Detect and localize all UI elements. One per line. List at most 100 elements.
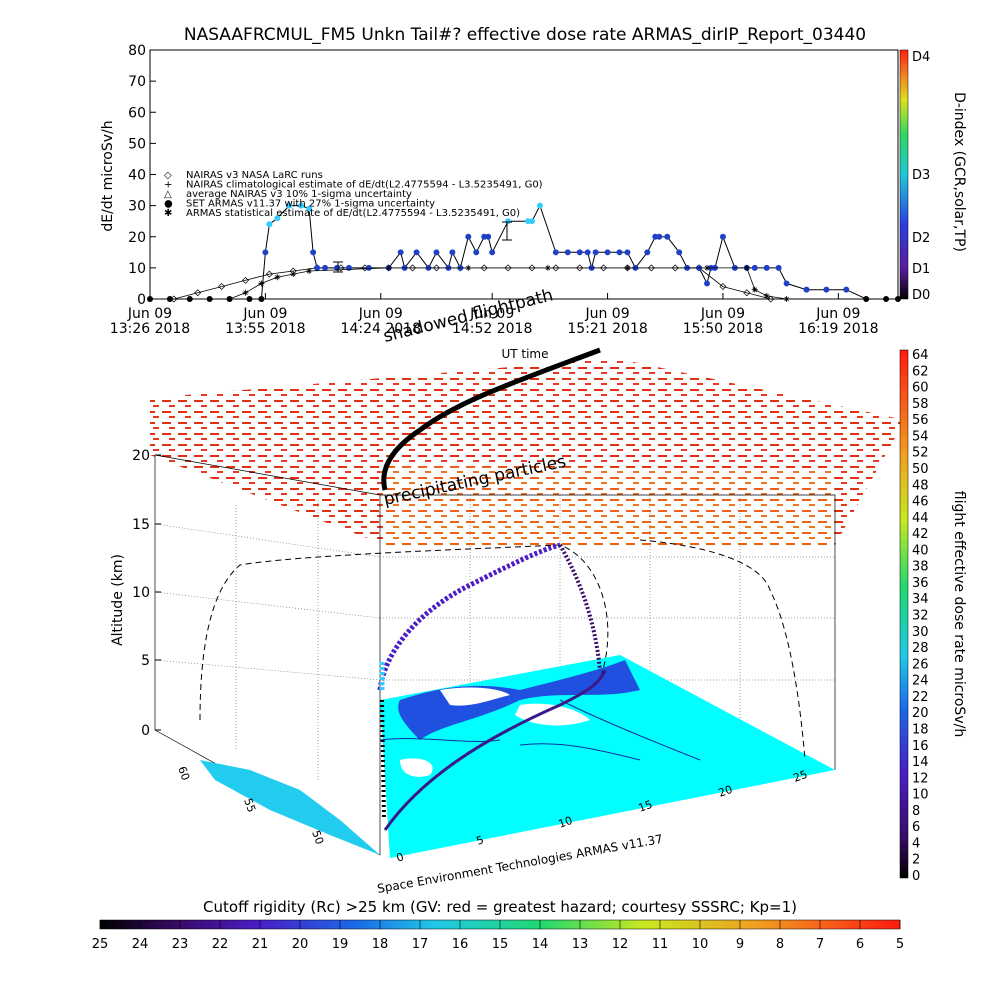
- data-point: [576, 249, 583, 256]
- dose-tick: 60: [912, 381, 929, 396]
- dose-tick: 32: [912, 609, 929, 624]
- data-point: [265, 270, 273, 278]
- data-point: [218, 283, 226, 291]
- d-index-label: D-index (GCR,solar,TP): [951, 92, 967, 252]
- data-point: [528, 264, 536, 272]
- data-point: [226, 296, 233, 302]
- data-point: [262, 249, 269, 256]
- map-sea-white: [400, 687, 590, 777]
- dose-tick: 54: [912, 429, 929, 444]
- rigidity-tick-label: 19: [332, 937, 349, 952]
- data-point: [258, 296, 265, 302]
- x-tick-label-date: Jun 09: [815, 306, 860, 322]
- x-tick-label-date: Jun 09: [700, 306, 745, 322]
- legend-label: average NAIRAS v3 10% 1-sigma uncertaint…: [186, 189, 412, 200]
- dose-tick: 34: [912, 592, 929, 607]
- data-point: [604, 249, 611, 256]
- data-point: [306, 267, 313, 274]
- data-point: [365, 264, 372, 271]
- y-tick-label: 0: [137, 292, 146, 308]
- rigidity-tick-label: 12: [612, 937, 629, 952]
- data-point: [536, 202, 543, 209]
- shadowed-flightpath-right: [639, 539, 806, 761]
- data-point: [664, 233, 671, 240]
- map-land-blue: [398, 660, 640, 740]
- dose-tick: 8: [912, 804, 920, 819]
- data-point: [783, 296, 790, 302]
- rigidity-tick-label: 20: [292, 937, 309, 952]
- data-point: [843, 286, 850, 293]
- x-tick-label-date: Jun 09: [358, 306, 403, 322]
- dose-tick: 44: [912, 511, 929, 526]
- dose-tick: 12: [912, 771, 929, 786]
- dose-tick: 46: [912, 495, 929, 510]
- data-point: [449, 249, 456, 256]
- legend-label: NAIRAS v3 NASA LaRC runs: [186, 170, 323, 181]
- d-index-ticks: D0 D1 D2 D3 D4: [912, 50, 930, 303]
- dose-tick: 26: [912, 657, 929, 672]
- data-point: [763, 264, 770, 271]
- data-point: [616, 249, 623, 256]
- data-point: [783, 280, 790, 287]
- d-index-tick: D4: [912, 50, 930, 65]
- data-point: [576, 264, 584, 272]
- data-point: [883, 296, 890, 302]
- dose-tick: 10: [912, 788, 929, 803]
- data-point: [676, 249, 683, 256]
- dose-tick: 28: [912, 641, 929, 656]
- grid-lines: [154, 495, 835, 840]
- legend-label: ARMAS statistical estimate of dE/dt(L2.4…: [186, 208, 520, 219]
- data-point: [505, 218, 512, 225]
- data-point: [242, 289, 249, 296]
- dose-colorbar: 0246810121416182022242628303234363840424…: [899, 348, 967, 884]
- rigidity-tick-label: 17: [412, 937, 429, 952]
- dose-colorbar-ticks: 0246810121416182022242628303234363840424…: [912, 348, 929, 884]
- rigidity-colorbar-ticks: 25 24 23 22 21 20 19 18 17 16 15 14 13 12 11 10 9 8 7 6 5: [92, 920, 904, 952]
- data-point: [600, 264, 608, 272]
- x-tick-label-date: Jun 09: [127, 306, 172, 322]
- data-point: [345, 264, 352, 271]
- y-tick-label-3d: 50: [309, 829, 326, 847]
- dose-tick: 50: [912, 462, 929, 477]
- x-tick-label-time: 16:19 2018: [798, 321, 878, 337]
- dose-colorbar-label: flight effective dose rate microSv/h: [951, 491, 967, 737]
- dose-tick: 36: [912, 576, 929, 591]
- data-point: [552, 264, 560, 272]
- rigidity-tick-label: 25: [92, 937, 109, 952]
- data-point: [592, 249, 599, 256]
- x-tick-label-3d: 25: [792, 768, 810, 785]
- data-point: [241, 276, 249, 284]
- dose-tick: 4: [912, 836, 920, 851]
- data-point: [473, 249, 480, 256]
- z-tick-label: 10: [132, 585, 150, 601]
- rigidity-title: Cutoff rigidity (Rc) >25 km (GV: red = g…: [203, 898, 797, 916]
- y-axis-ticks-3d: 50 55 60: [175, 765, 326, 847]
- dose-tick: 6: [912, 820, 920, 835]
- shadowed-flightpath: [199, 544, 609, 721]
- z-tick-label: 5: [141, 653, 150, 669]
- data-point: [298, 202, 305, 209]
- data-point: [743, 289, 751, 297]
- rigidity-tick-label: 7: [816, 937, 824, 952]
- data-point: [290, 271, 297, 278]
- data-point: [704, 280, 711, 287]
- x-tick-label-time: 14:52 2018: [452, 321, 532, 337]
- rigidity-tick-label: 10: [692, 937, 709, 952]
- dose-tick: 22: [912, 690, 929, 705]
- data-point: [432, 264, 440, 272]
- data-point: [803, 286, 810, 293]
- legend-symbol: ◇: [164, 170, 172, 181]
- data-point: [504, 264, 512, 272]
- y-axis-label: dE/dt microSv/h: [100, 120, 116, 231]
- legend-symbol: ●: [164, 199, 173, 210]
- data-point: [147, 296, 153, 302]
- annotation-shadowed-flightpath: shadowed flightpath: [381, 285, 555, 347]
- flightpath-descent: [558, 544, 602, 671]
- dose-tick: 64: [912, 348, 929, 363]
- rigidity-tick-label: 22: [212, 937, 229, 952]
- x-tick-label-time: 15:50 2018: [683, 321, 763, 337]
- data-point: [719, 233, 726, 240]
- x-tick-label-time: 13:55 2018: [225, 321, 305, 337]
